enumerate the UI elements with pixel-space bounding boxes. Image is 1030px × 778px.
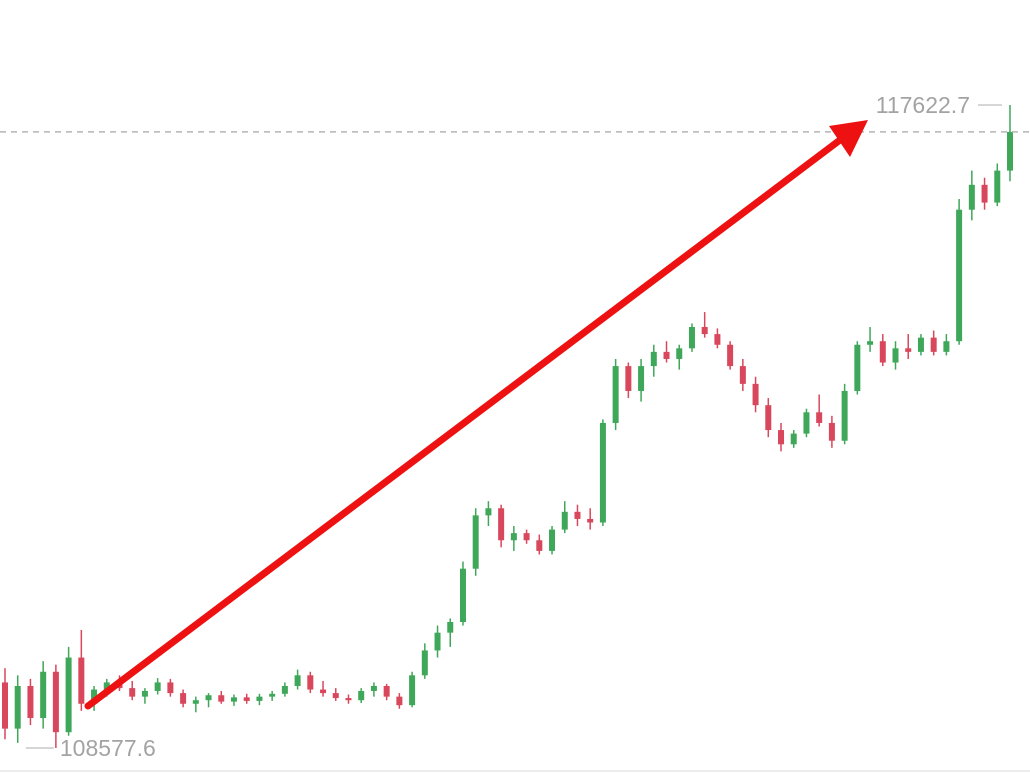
candle-body [472,515,479,569]
candle-body [192,700,199,704]
candle-body [294,675,301,686]
arrow-head [829,120,868,157]
candle-body [943,341,950,352]
candle-body [27,685,34,718]
candle-body [854,344,861,391]
candle-body [281,685,288,694]
candle-body [447,622,454,633]
candle-body [485,508,492,516]
candle-body [752,383,759,406]
candle-body [205,695,212,701]
min-price-label: 108577.6 [60,735,156,761]
candle-body [879,341,886,363]
candle-body [523,533,530,541]
candle-body [599,422,606,523]
candle-body [816,412,823,423]
candle-body [358,690,365,701]
candle-body [803,412,810,434]
candle-body [930,337,937,352]
max-price-label: 117622.7 [876,92,970,118]
candle-body [650,351,657,367]
candle-body [154,682,161,691]
candles [2,105,1013,748]
candle-body [1007,131,1013,171]
candle-body [230,697,237,702]
candle-body [905,348,912,352]
candle-body [332,693,339,699]
arrow-shaft [84,136,844,710]
candle-body [688,326,695,349]
candle-body [561,511,568,530]
candle-body [256,696,263,701]
candle-body [867,341,874,345]
candle-body [307,675,314,690]
candle-body [574,511,581,519]
candle-body [790,433,797,445]
candle-body [981,184,988,203]
candle-body [129,688,136,697]
candle-body [459,568,466,623]
candle-body [638,366,645,391]
candle-body [994,170,1001,203]
candle-body [549,529,556,551]
candle-body [180,693,187,704]
candle-body [892,348,899,363]
candle-body [676,348,683,359]
candle-body [765,405,772,431]
candle-body [345,698,352,701]
candle-body [409,675,416,706]
candle-body [40,671,47,718]
candle-body [727,344,734,367]
candle-body [587,518,594,523]
candle-body [65,657,72,733]
candle-body [739,366,746,384]
candle-body [14,685,21,729]
candle-body [320,689,327,694]
candle-body [536,540,543,551]
candle-body [218,695,225,702]
candle-body [141,690,148,697]
candle-body [434,632,441,651]
trend-arrow [84,120,868,710]
candle-body [52,671,59,733]
candle-body [383,685,390,697]
candle-body [498,508,505,541]
candle-body [956,209,963,342]
candle-body [370,685,377,691]
candle-body [396,696,403,706]
candle-body [778,430,785,445]
candle-body [625,366,632,391]
candle-body [663,351,670,359]
candle-body [421,650,428,676]
candle-body [968,184,975,210]
candle-body [828,422,835,441]
candle-body [91,689,98,704]
candle-body [269,693,276,697]
candle-body [510,533,517,541]
candle-body [167,682,174,694]
candle-body [243,697,250,701]
candle-body [103,682,110,690]
candle-body [612,366,619,423]
candle-body [841,390,848,441]
candle-body [714,334,721,345]
candle-body [78,657,85,704]
candle-body [2,682,8,729]
candle-body [701,326,708,335]
candle-body [917,337,924,352]
